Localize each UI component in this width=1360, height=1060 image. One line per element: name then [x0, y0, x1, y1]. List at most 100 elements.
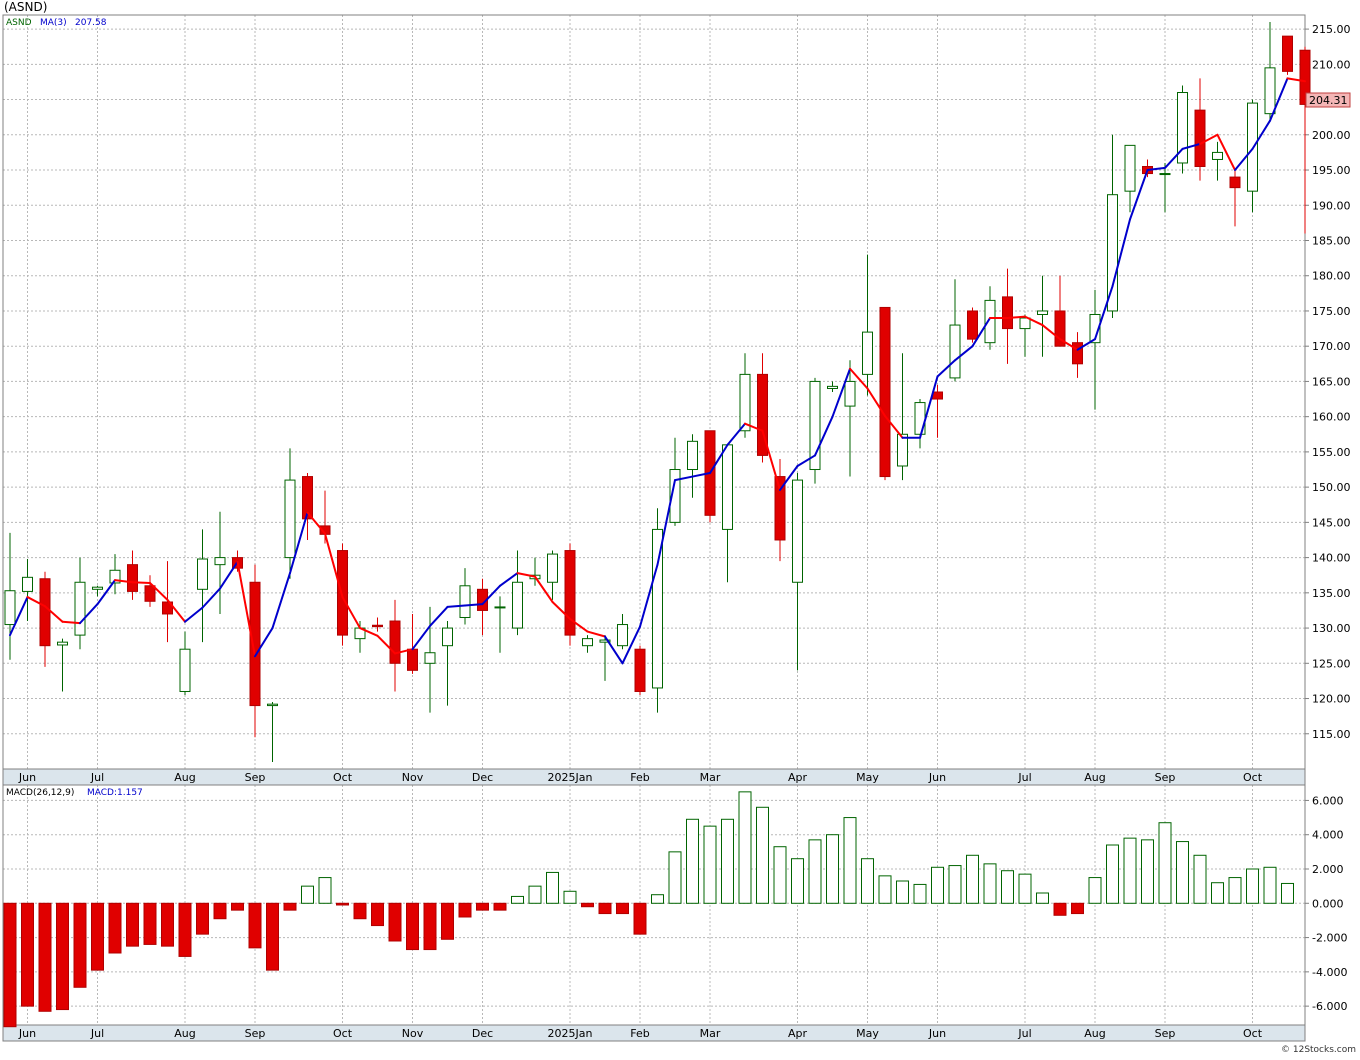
candle-body [1002, 296, 1013, 330]
ma-segment [779, 464, 799, 491]
ma-segment [131, 581, 151, 584]
candle-body [617, 624, 628, 647]
price-x-tick-label: 2025Jan [548, 771, 593, 784]
candle [792, 473, 803, 671]
candle-body [722, 444, 733, 530]
ma-segment [516, 572, 536, 578]
price-y-tick-label: 170.00 [1312, 340, 1351, 353]
candle [179, 631, 191, 696]
chart-title: (ASND) [4, 0, 47, 14]
candle [1089, 289, 1101, 410]
candle-body [197, 558, 208, 590]
macd-bar [756, 806, 769, 904]
candle-body [442, 627, 453, 647]
ma-segment [219, 560, 239, 590]
candle-body [1194, 109, 1206, 168]
macd-bar [178, 902, 192, 957]
price-y-tick-label: 195.00 [1312, 164, 1351, 177]
price-y-tick-label: 200.00 [1312, 129, 1351, 142]
macd-bar [1228, 877, 1242, 904]
candle [967, 307, 978, 343]
candle [22, 559, 33, 622]
candle [372, 617, 383, 632]
price-y-tick-label: 135.00 [1312, 587, 1351, 600]
ma-segment [359, 627, 379, 637]
candle-body [127, 564, 138, 592]
price-y-tick-label: 185.00 [1312, 234, 1351, 247]
last-price-tag-box [1305, 92, 1351, 108]
macd-y-tick-label: -2.000 [1312, 932, 1347, 945]
macd-bar [266, 902, 279, 971]
macd-bar [861, 858, 874, 904]
candle-body [827, 385, 838, 389]
macd-bar [38, 902, 52, 1012]
macd-y-tick-label: 6.000 [1312, 794, 1344, 807]
ma-segment [1111, 218, 1131, 288]
candle [599, 635, 611, 681]
candle [267, 702, 278, 762]
macd-bar [1193, 854, 1207, 904]
candle-body [599, 639, 611, 643]
price-x-tick-label: May [856, 771, 879, 784]
candle [442, 621, 453, 706]
ma-segment [551, 600, 571, 620]
macd-bar [1246, 868, 1259, 904]
candle-body [1159, 173, 1171, 176]
candle [1159, 162, 1171, 213]
ma-segment [639, 563, 659, 628]
candle-body [652, 528, 663, 689]
macd-bar [126, 902, 139, 947]
macd-bar [353, 902, 367, 920]
macd-bar [546, 871, 559, 904]
legend-ma-value: 207.58 [75, 18, 107, 28]
macd-bar [56, 902, 69, 1011]
candle-body [407, 648, 418, 671]
macd-bar [703, 825, 717, 904]
price-x-tick-label: Aug [174, 771, 195, 784]
candle [652, 508, 663, 713]
ma-segment [44, 605, 64, 623]
price-y-tick-label: 125.00 [1312, 657, 1351, 670]
macd-x-tick-label: Oct [1243, 1027, 1263, 1040]
price-grid [3, 15, 1305, 769]
macd-grid [3, 785, 1305, 1025]
candle-body [844, 380, 856, 407]
price-x-tick-label: Jul [1017, 771, 1031, 784]
candle-body [967, 310, 978, 340]
candle-body [809, 380, 821, 471]
candle-body [512, 581, 523, 629]
ma-segment [429, 605, 449, 627]
macd-bar [1263, 866, 1277, 904]
candle [1212, 141, 1223, 181]
macd-bar [738, 791, 752, 904]
ma-segment [919, 375, 939, 439]
macd-x-tick-label: Aug [174, 1027, 195, 1040]
macd-legend-value: MACD:1.157 [87, 788, 143, 798]
macd-x-tick-label: 2025Jan [548, 1027, 593, 1040]
macd-bar [1071, 902, 1084, 915]
macd-bar [371, 902, 384, 927]
macd-bar [616, 902, 629, 915]
price-x-tick-label: Oct [1243, 771, 1263, 784]
macd-bar [686, 818, 699, 904]
candle-body [687, 440, 698, 471]
candle [39, 571, 51, 667]
candle [582, 635, 593, 653]
macd-x-tick-label: May [856, 1027, 879, 1040]
macd-bar [563, 890, 577, 904]
macd-x-tick-label: Sep [245, 1027, 266, 1040]
macd-bar [983, 863, 997, 904]
price-x-tick-label: Nov [402, 771, 424, 784]
ma-segment [604, 635, 624, 665]
ma-segment [61, 620, 81, 625]
candle [162, 561, 173, 643]
macd-bar [161, 902, 174, 947]
macd-bar [493, 902, 507, 911]
price-y-tick-label: 210.00 [1312, 58, 1351, 71]
candle-body [424, 652, 436, 664]
candle [1072, 332, 1083, 378]
macd-x-tick-label: Dec [472, 1027, 493, 1040]
candle-body [984, 299, 996, 344]
macd-bar [1106, 844, 1119, 904]
